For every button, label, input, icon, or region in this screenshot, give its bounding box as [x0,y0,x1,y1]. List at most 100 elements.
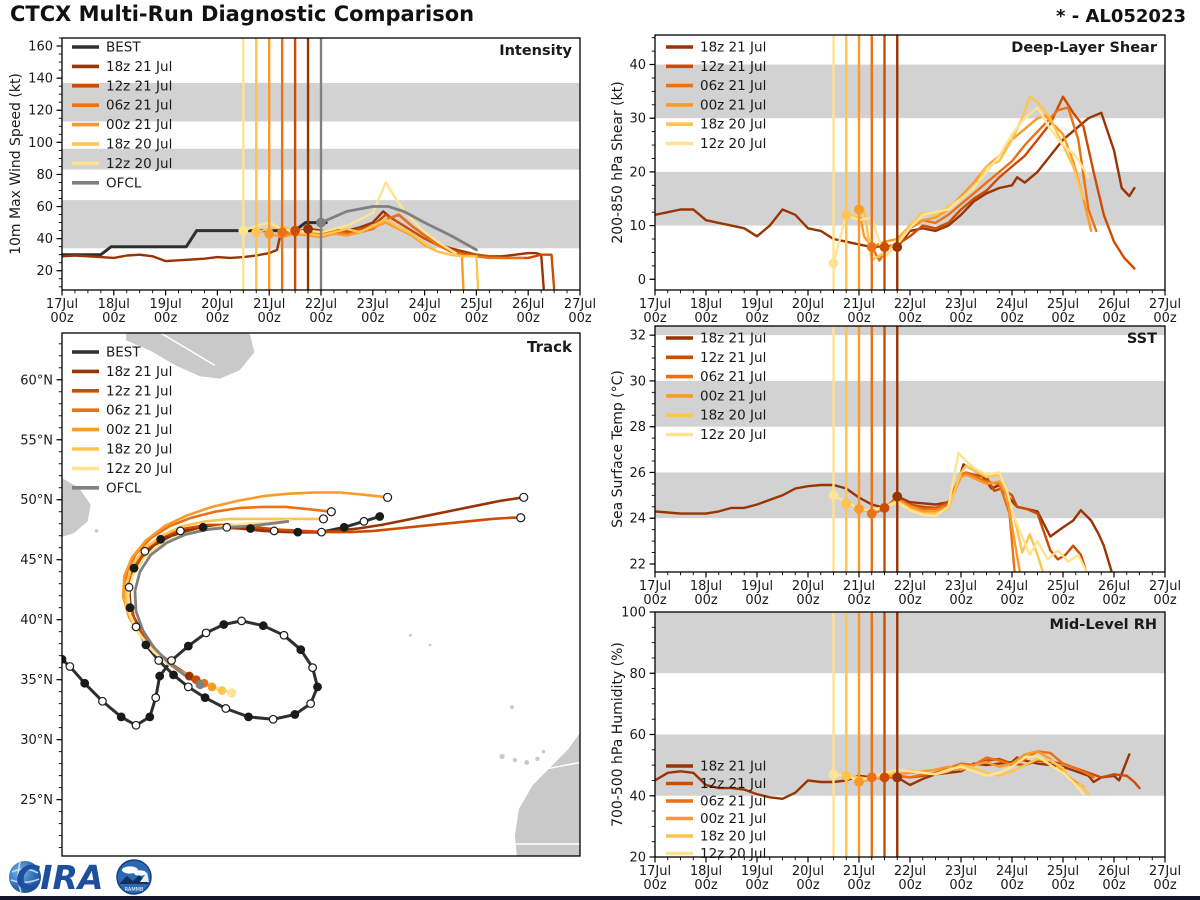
x-tick-label: 18Jul [98,297,130,312]
legend-label: 00z 21 Jul [700,388,766,404]
legend-item: 18z 21 Jul [666,759,766,775]
track-12z-21-jul [127,516,521,681]
init-marker [277,227,288,238]
legend-item: 18z 21 Jul [666,40,766,56]
x-tick-label: 25Jul [1047,864,1079,879]
best-fix-marker [141,640,151,650]
best-fix-marker [296,645,306,655]
lat-tick-label: 35°N [20,673,53,688]
best-fix-marker [154,656,164,665]
best-fix-marker [258,621,268,631]
island [428,643,432,647]
x-tick-hour-label: 00z [745,593,769,608]
legend-item: 00z 21 Jul [72,117,172,133]
shaded-band [655,171,1165,226]
best-fix-marker [201,628,211,638]
x-tick-hour-label: 00z [413,311,437,326]
init-marker [303,224,313,234]
best-fix-marker [145,712,155,722]
legend-label: 00z 21 Jul [106,117,172,133]
cira-logo-graphic: CIRA RAMMB [9,858,152,897]
x-tick-label: 17Jul [639,297,671,312]
init-marker [892,491,903,502]
panel-title: Mid-Level RH [1050,617,1157,633]
best-fix-marker [124,582,134,592]
x-tick-hour-label: 00z [1153,593,1177,608]
legend-item: OFCL [72,480,142,496]
x-tick-label: 24Jul [996,297,1028,312]
legend-label: OFCL [106,480,142,496]
x-tick-hour-label: 00z [1153,311,1177,326]
x-tick-label: 19Jul [149,297,181,312]
x-tick-hour-label: 00z [898,593,922,608]
x-tick-hour-label: 00z [745,311,769,326]
x-tick-label: 21Jul [843,297,875,312]
panel-title: Deep-Layer Shear [1011,40,1158,56]
x-tick-label: 27Jul [1149,297,1181,312]
x-tick-label: 19Jul [741,579,773,594]
legend-item: 12z 20 Jul [72,461,172,477]
legend-item: 12z 20 Jul [72,156,172,172]
legend-item: 00z 21 Jul [666,388,766,404]
x-tick-hour-label: 00z [50,311,74,326]
init-marker [879,503,890,513]
x-tick-hour-label: 00z [568,311,592,326]
series-best [62,221,328,257]
x-tick-hour-label: 00z [465,311,489,326]
x-tick-hour-label: 00z [1000,878,1024,893]
best-fix-marker [169,670,178,680]
island [509,705,514,710]
x-tick-label: 24Jul [408,297,440,312]
best-fix-marker [183,682,193,692]
x-tick-label: 21Jul [843,579,875,594]
x-tick-label: 18Jul [690,579,722,594]
legend-label: 06z 21 Jul [700,794,766,810]
landmass-nw-africa [514,701,580,856]
best-fix-marker [375,512,385,521]
x-tick-hour-label: 00z [796,593,820,608]
series-18z-21-jul [655,753,1131,800]
legend-label: 18z 20 Jul [700,829,766,845]
x-tick-hour-label: 00z [949,593,973,608]
x-tick-hour-label: 00z [517,311,541,326]
x-tick-label: 26Jul [1098,297,1130,312]
legend-label: 06z 21 Jul [700,369,766,385]
shaded-band [655,380,1165,427]
y-tick-label: 26 [629,466,646,481]
island [512,757,518,763]
best-fix-marker [131,720,141,730]
x-tick-label: 21Jul [253,297,285,312]
init-marker [866,772,877,783]
best-fix-marker [308,663,318,673]
x-tick-label: 17Jul [639,579,671,594]
x-tick-hour-label: 00z [898,878,922,893]
y-axis-label: 200-850 hPa Shear (kt) [610,81,626,243]
x-tick-label: 27Jul [1149,864,1181,879]
y-tick-label: 32 [629,329,646,344]
x-tick-hour-label: 00z [694,593,718,608]
legend-item: 18z 20 Jul [666,408,766,424]
series-06z-21-jul [870,750,1095,781]
best-fix-marker [116,712,126,722]
x-tick-label: 24Jul [996,864,1028,879]
y-tick-label: 40 [629,789,646,804]
rammb-label: RAMMB [125,887,144,893]
x-tick-hour-label: 00z [847,311,871,326]
island [541,749,546,754]
best-fix-marker [222,522,232,532]
y-tick-label: 20 [629,851,646,866]
series-ofcl [319,205,478,252]
y-axis-label: 10m Max Wind Speed (kt) [8,73,24,255]
x-tick-hour-label: 00z [258,311,282,326]
x-tick-hour-label: 00z [1102,878,1126,893]
lat-tick-label: 30°N [20,733,53,748]
best-fix-marker [175,526,185,536]
best-fix-marker [306,699,316,709]
x-tick-label: 18Jul [690,864,722,879]
track-end-marker [326,507,336,517]
y-tick-label: 40 [36,232,53,247]
legend-label: 12z 21 Jul [700,59,766,75]
legend-item: 12z 20 Jul [666,136,766,152]
x-tick-label: 25Jul [1047,297,1079,312]
init-marker [828,769,839,780]
